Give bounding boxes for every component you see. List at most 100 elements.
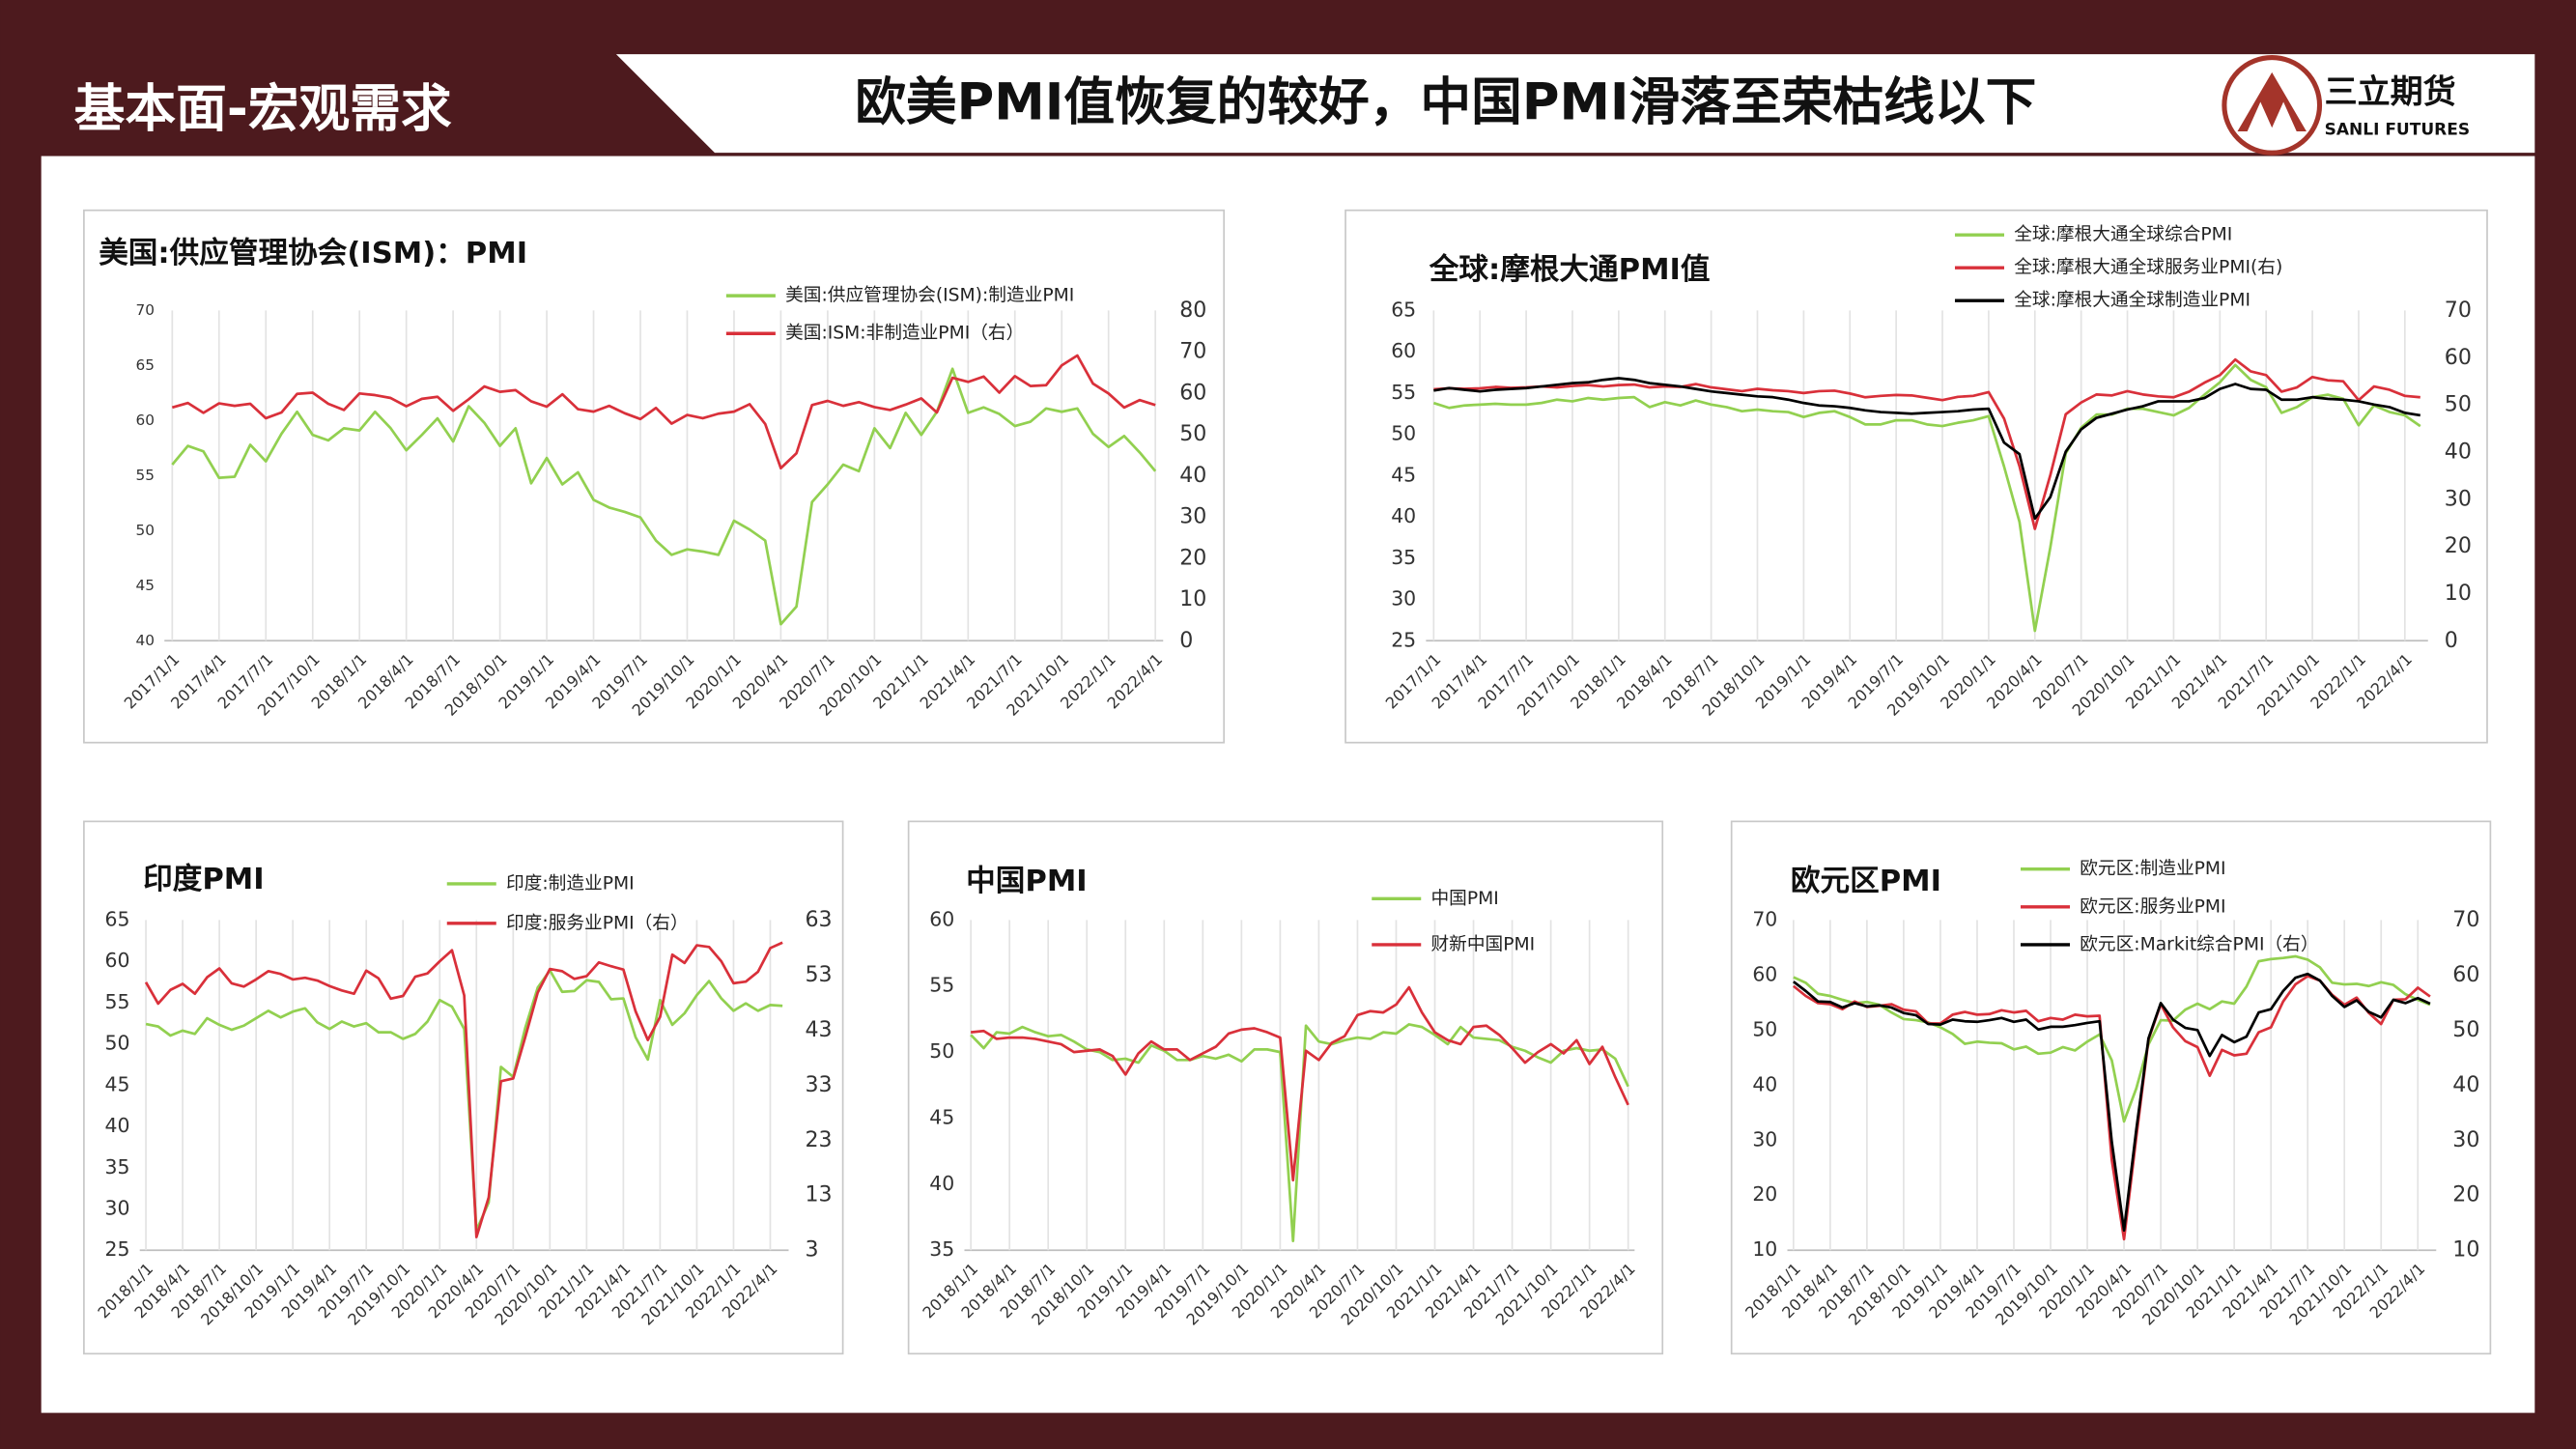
y-tick-label: 40 bbox=[1752, 1072, 1777, 1095]
y2-tick-label: 3 bbox=[806, 1237, 819, 1263]
series-line bbox=[1793, 972, 2431, 1233]
series-line bbox=[171, 367, 1157, 626]
y-tick-label: 50 bbox=[105, 1032, 130, 1055]
series-line bbox=[144, 941, 783, 1238]
y2-tick-label: 70 bbox=[2452, 907, 2479, 932]
y2-tick-label: 33 bbox=[806, 1072, 833, 1097]
y-tick-label: 55 bbox=[929, 974, 954, 997]
y2-tick-label: 20 bbox=[2452, 1182, 2479, 1208]
series-line bbox=[145, 969, 783, 1233]
y-tick-label: 50 bbox=[929, 1039, 954, 1063]
y-tick-label: 40 bbox=[1391, 504, 1416, 527]
legend-label: 全球:摩根大通全球制造业PMI bbox=[2014, 291, 2250, 311]
logo-mountain-cut bbox=[2247, 101, 2274, 132]
y2-tick-label: 20 bbox=[1179, 545, 1206, 570]
y-tick-label: 45 bbox=[929, 1105, 954, 1128]
chart-panel bbox=[1345, 209, 2488, 744]
y2-tick-label: 40 bbox=[1179, 463, 1206, 488]
y-tick-label: 60 bbox=[929, 907, 954, 930]
y-tick-label: 30 bbox=[1391, 587, 1416, 611]
legend-label: 欧元区:服务业PMI bbox=[2080, 896, 2225, 917]
series-line bbox=[1433, 377, 2421, 521]
logo-name-en: SANLI FUTURES bbox=[2325, 120, 2470, 139]
y2-tick-label: 63 bbox=[806, 907, 833, 932]
y-tick-label: 40 bbox=[105, 1114, 130, 1137]
y-tick-label: 30 bbox=[1752, 1127, 1777, 1151]
y-tick-label: 65 bbox=[1391, 298, 1416, 321]
y-tick-label: 65 bbox=[136, 356, 155, 374]
series-line bbox=[171, 354, 1156, 470]
y-tick-label: 35 bbox=[929, 1237, 954, 1261]
legend-label: 财新中国PMI bbox=[1430, 934, 1535, 954]
y2-tick-label: 70 bbox=[1179, 339, 1206, 364]
y2-tick-label: 70 bbox=[2445, 298, 2472, 323]
chart-title: 中国PMI bbox=[966, 865, 1088, 898]
legend-label: 美国:ISM:非制造业PMI（右） bbox=[785, 324, 1024, 344]
y2-tick-label: 30 bbox=[2445, 486, 2472, 511]
y-tick-label: 25 bbox=[105, 1237, 130, 1261]
legend-label: 印度:制造业PMI bbox=[506, 873, 635, 894]
legend-label: 欧元区:制造业PMI bbox=[2080, 859, 2225, 879]
y-tick-label: 30 bbox=[105, 1196, 130, 1219]
y2-tick-label: 13 bbox=[806, 1182, 833, 1208]
y-tick-label: 60 bbox=[1752, 962, 1777, 985]
section-title: 基本面-宏观需求 bbox=[74, 79, 452, 138]
y2-tick-label: 30 bbox=[1179, 504, 1206, 529]
y2-tick-label: 10 bbox=[2445, 581, 2472, 606]
y-tick-label: 55 bbox=[136, 467, 155, 484]
y2-tick-label: 30 bbox=[2452, 1127, 2479, 1152]
y-tick-label: 60 bbox=[1391, 339, 1416, 362]
series-line bbox=[970, 1023, 1629, 1243]
y2-tick-label: 0 bbox=[2445, 628, 2458, 653]
y-tick-label: 70 bbox=[136, 301, 155, 319]
chart-title: 美国:供应管理协会(ISM)：PMI bbox=[99, 236, 527, 270]
y2-tick-label: 60 bbox=[1179, 380, 1206, 405]
legend-label: 全球:摩根大通全球综合PMI bbox=[2014, 225, 2232, 245]
y2-tick-label: 53 bbox=[806, 962, 833, 987]
y-tick-label: 50 bbox=[1391, 422, 1416, 445]
chart-title: 全球:摩根大通PMI值 bbox=[1429, 252, 1711, 287]
logo bbox=[2222, 54, 2323, 156]
y2-tick-label: 60 bbox=[2452, 962, 2479, 987]
series-line bbox=[1433, 357, 2420, 530]
y-tick-label: 60 bbox=[136, 412, 155, 429]
chart-panel bbox=[83, 209, 1226, 744]
logo-name: 三立期货 bbox=[2325, 72, 2456, 111]
y2-tick-label: 23 bbox=[806, 1127, 833, 1152]
y2-tick-label: 0 bbox=[1179, 628, 1193, 653]
legend-label: 印度:服务业PMI（右） bbox=[506, 913, 689, 933]
logo-ring bbox=[2222, 54, 2323, 156]
y2-tick-label: 20 bbox=[2445, 533, 2472, 558]
y2-tick-label: 10 bbox=[2452, 1237, 2479, 1263]
series-line bbox=[1793, 954, 2431, 1123]
y2-tick-label: 60 bbox=[2445, 345, 2472, 370]
y-tick-label: 25 bbox=[1391, 628, 1416, 651]
chart-panel bbox=[1730, 820, 2492, 1355]
title-banner bbox=[615, 54, 2535, 154]
y-tick-label: 40 bbox=[929, 1172, 954, 1195]
y2-tick-label: 40 bbox=[2445, 439, 2472, 464]
y-tick-label: 55 bbox=[1391, 381, 1416, 404]
chart-title: 印度PMI bbox=[143, 863, 265, 896]
slide-title: 欧美PMI值恢复的较好，中国PMI滑落至荣枯线以下 bbox=[855, 72, 2036, 131]
y-tick-label: 50 bbox=[136, 522, 155, 539]
y2-tick-label: 10 bbox=[1179, 586, 1206, 611]
legend-label: 全球:摩根大通全球服务业PMI(右) bbox=[2014, 258, 2282, 278]
y-tick-label: 45 bbox=[105, 1072, 130, 1095]
series-line bbox=[970, 985, 1629, 1182]
y2-tick-label: 50 bbox=[1179, 421, 1206, 446]
legend-label: 美国:供应管理协会(ISM):制造业PMI bbox=[785, 286, 1074, 306]
chart-panel bbox=[83, 820, 844, 1355]
y-tick-label: 60 bbox=[105, 949, 130, 972]
y-tick-label: 20 bbox=[1752, 1182, 1777, 1206]
y-tick-label: 45 bbox=[1391, 463, 1416, 486]
logo-mountain-cut bbox=[2270, 101, 2297, 132]
y-tick-label: 10 bbox=[1752, 1237, 1777, 1261]
y2-tick-label: 40 bbox=[2452, 1072, 2479, 1097]
chart-title: 欧元区PMI bbox=[1791, 865, 1941, 898]
y-tick-label: 55 bbox=[105, 990, 130, 1013]
y-tick-label: 70 bbox=[1752, 907, 1777, 930]
y2-tick-label: 43 bbox=[806, 1017, 833, 1042]
series-line bbox=[1432, 363, 2421, 633]
